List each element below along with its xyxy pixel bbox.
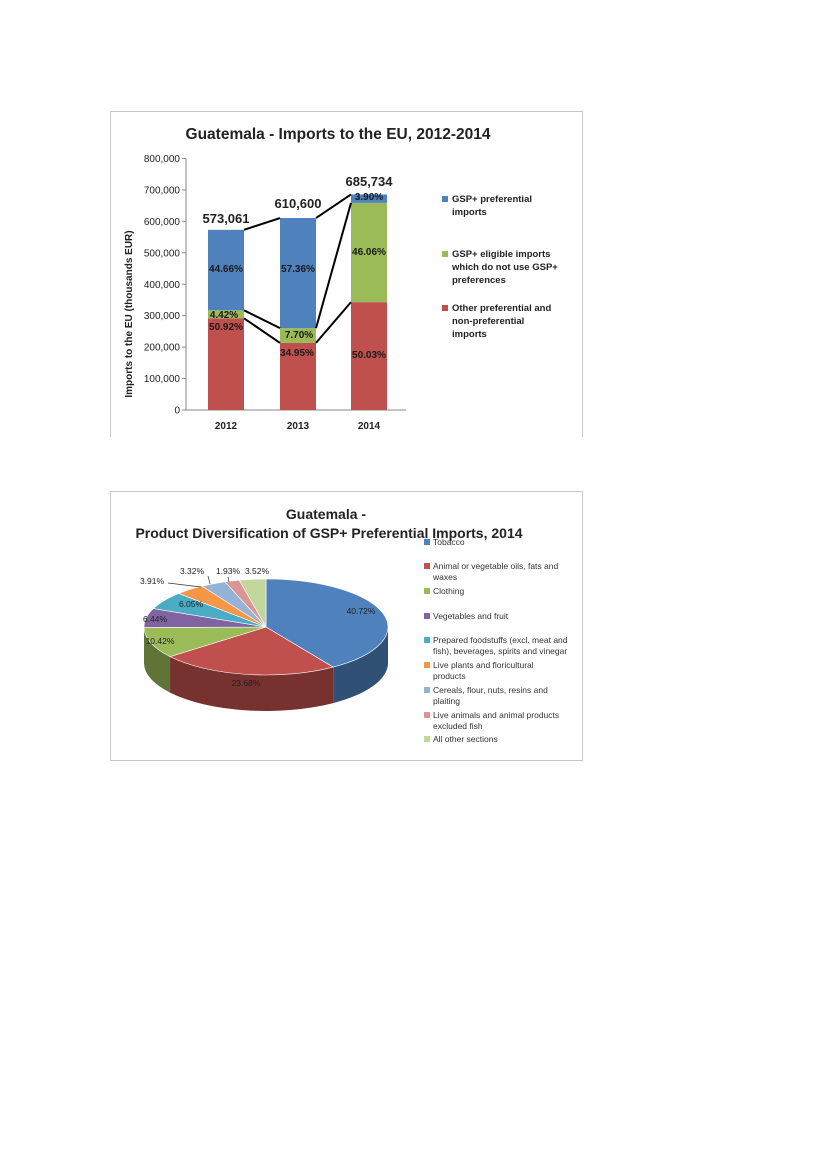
pie-value-label: 6.05% xyxy=(179,599,204,609)
bar-segment xyxy=(280,218,316,329)
series-connector-line xyxy=(315,202,352,329)
bar-total-label: 685,734 xyxy=(346,174,394,189)
y-tick-label: 600,000 xyxy=(144,217,181,228)
legend-label: Cereals, flour, nuts, resins and xyxy=(433,685,548,695)
legend-swatch xyxy=(424,637,430,643)
series-connector-line xyxy=(243,317,281,344)
legend-label: Live plants and floricultural xyxy=(433,660,534,670)
pie-value-label: 23.68% xyxy=(232,678,261,688)
legend-label: imports xyxy=(452,329,487,340)
y-tick-label: 300,000 xyxy=(144,311,181,322)
legend-swatch xyxy=(424,563,430,569)
legend-label: imports xyxy=(452,207,487,218)
pie-value-label: 3.32% xyxy=(180,566,205,576)
imports-chart: Guatemala - Imports to the EU, 2012-2014… xyxy=(110,111,583,437)
legend-label: Prepared foodstuffs (excl. meat and xyxy=(433,635,568,645)
legend-label: preferences xyxy=(452,275,506,286)
bar-segment xyxy=(280,328,316,343)
legend-label: Tobacco xyxy=(433,537,465,547)
y-tick-label: 100,000 xyxy=(144,374,181,385)
bar-value-label: 50.03% xyxy=(352,350,386,361)
bar-segment xyxy=(351,202,387,303)
bar-value-label: 7.70% xyxy=(285,330,313,341)
pie-leader-line xyxy=(207,575,211,585)
diversification-chart: Guatemala - Product Diversification of GS… xyxy=(110,491,583,761)
bar-segment xyxy=(351,302,387,410)
bar-value-label: 34.95% xyxy=(280,348,314,359)
bar-total-label: 610,600 xyxy=(275,196,322,211)
pie-leader-line xyxy=(227,576,230,583)
y-tick-label: 500,000 xyxy=(144,248,181,259)
pie-slice xyxy=(143,626,267,657)
bar-value-label: 3.90% xyxy=(355,192,383,203)
legend-label: excluded fish xyxy=(433,721,483,731)
legend-swatch xyxy=(424,613,430,619)
bar-value-label: 50.92% xyxy=(209,322,243,333)
pie-value-label: 10.42% xyxy=(146,636,175,646)
y-tick-label: 700,000 xyxy=(144,185,181,196)
bar-value-label: 57.36% xyxy=(281,264,315,275)
pie-value-label: 3.91% xyxy=(140,576,165,586)
y-tick-label: 200,000 xyxy=(144,343,181,354)
y-tick-label: 800,000 xyxy=(144,154,181,165)
pie-slice xyxy=(238,578,267,629)
bar-segment xyxy=(208,310,244,319)
pie-value-label: 6.44% xyxy=(143,614,168,624)
pie-value-label: 40.72% xyxy=(347,606,376,616)
legend-swatch xyxy=(424,662,430,668)
bar-total-label: 573,061 xyxy=(203,211,250,226)
pie-slice xyxy=(169,626,334,676)
legend-swatch xyxy=(424,588,430,594)
legend-label: Vegetables and fruit xyxy=(433,611,509,621)
pie-value-label: 1.93% xyxy=(216,566,241,576)
legend-label: products xyxy=(433,671,466,681)
bar-segment xyxy=(208,229,244,311)
bar-value-label: 44.66% xyxy=(209,264,243,275)
legend-swatch xyxy=(424,712,430,718)
x-tick-label: 2013 xyxy=(287,421,310,432)
bar-value-label: 46.06% xyxy=(352,247,386,258)
imports-chart-svg: Guatemala - Imports to the EU, 2012-2014… xyxy=(124,126,558,432)
bar-segment xyxy=(208,318,244,410)
bar-segment xyxy=(351,194,387,203)
pie-slice-side xyxy=(144,627,171,693)
x-tick-label: 2012 xyxy=(215,421,238,432)
y-tick-label: 400,000 xyxy=(144,280,181,291)
legend-label: GSP+ preferential xyxy=(452,194,532,205)
series-connector-line xyxy=(243,309,281,330)
legend-label: waxes xyxy=(432,572,457,582)
diversification-chart-svg: Guatemala - Product Diversification of GS… xyxy=(135,506,568,744)
x-tick-label: 2014 xyxy=(358,421,381,432)
pie-title-line2: Product Diversification of GSP+ Preferen… xyxy=(135,525,522,541)
legend-swatch xyxy=(442,305,448,311)
bar-value-label: 4.42% xyxy=(210,310,238,321)
legend-label: GSP+ eligible imports xyxy=(452,249,550,260)
legend-label: non-preferential xyxy=(452,316,524,327)
series-connector-line xyxy=(315,193,352,219)
pie-slice-side xyxy=(333,627,388,704)
legend-label: plaiting xyxy=(433,696,460,706)
chart-title: Guatemala - Imports to the EU, 2012-2014 xyxy=(186,126,491,143)
pie-leader-line xyxy=(167,582,202,588)
pie-title-line1: Guatemala - xyxy=(286,506,366,522)
legend-label: which do not use GSP+ xyxy=(451,262,558,273)
legend-label: fish), beverages, spirits and vinegar xyxy=(433,646,567,656)
legend-swatch xyxy=(442,196,448,202)
legend-label: All other sections xyxy=(433,734,498,744)
pie-value-label: 3.52% xyxy=(245,566,270,576)
legend-swatch xyxy=(442,251,448,257)
legend-label: Animal or vegetable oils, fats and xyxy=(433,561,558,571)
legend-label: Other preferential and xyxy=(452,303,551,314)
legend-label: Clothing xyxy=(433,586,464,596)
y-tick-label: 0 xyxy=(174,406,180,417)
legend-swatch xyxy=(424,736,430,742)
y-axis-title: Imports to the EU (thousands EUR) xyxy=(124,230,135,397)
bar-segment xyxy=(280,342,316,410)
series-connector-line xyxy=(243,217,281,231)
legend-swatch xyxy=(424,687,430,693)
legend-swatch xyxy=(424,539,430,545)
legend-label: Live animals and animal products xyxy=(433,710,559,720)
series-connector-line xyxy=(315,301,352,344)
